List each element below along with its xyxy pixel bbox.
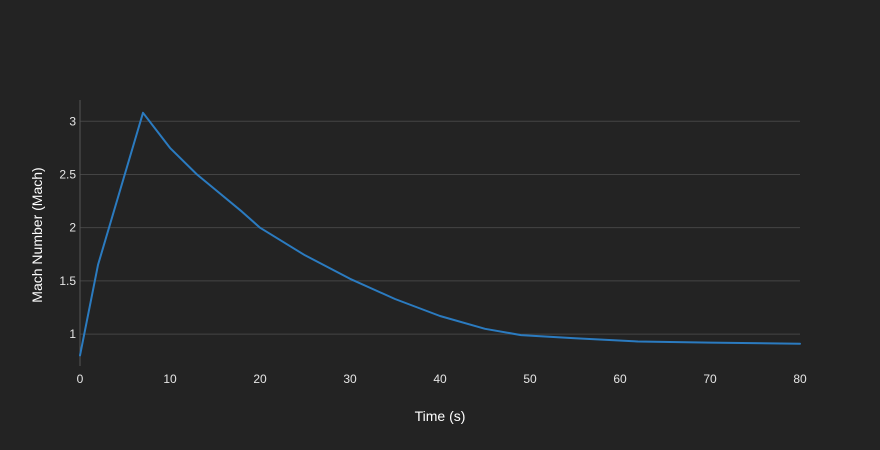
x-axis-ticks: 0 10 20 30 40 50 60 70 80 [77,372,807,386]
x-tick-label: 80 [793,372,807,386]
series-line [79,111,801,357]
y-tick-label: 3 [69,114,76,128]
y-tick-label: 2 [69,221,76,235]
x-tick-label: 10 [163,372,177,386]
x-tick-label: 50 [523,372,537,386]
x-axis-title: Time (s) [415,408,466,424]
y-tick-label: 2.5 [59,167,76,181]
x-tick-label: 0 [77,372,84,386]
y-axis-ticks: 1 1.5 2 2.5 3 [59,114,76,341]
grid [80,120,800,335]
x-tick-label: 60 [613,372,627,386]
y-tick-label: 1 [69,327,76,341]
series [79,111,801,357]
x-tick-label: 40 [433,372,447,386]
y-axis-title: Mach Number (Mach) [29,167,45,302]
x-tick-label: 20 [253,372,267,386]
x-tick-label: 30 [343,372,357,386]
x-tick-label: 70 [703,372,717,386]
y-tick-label: 1.5 [59,274,76,288]
